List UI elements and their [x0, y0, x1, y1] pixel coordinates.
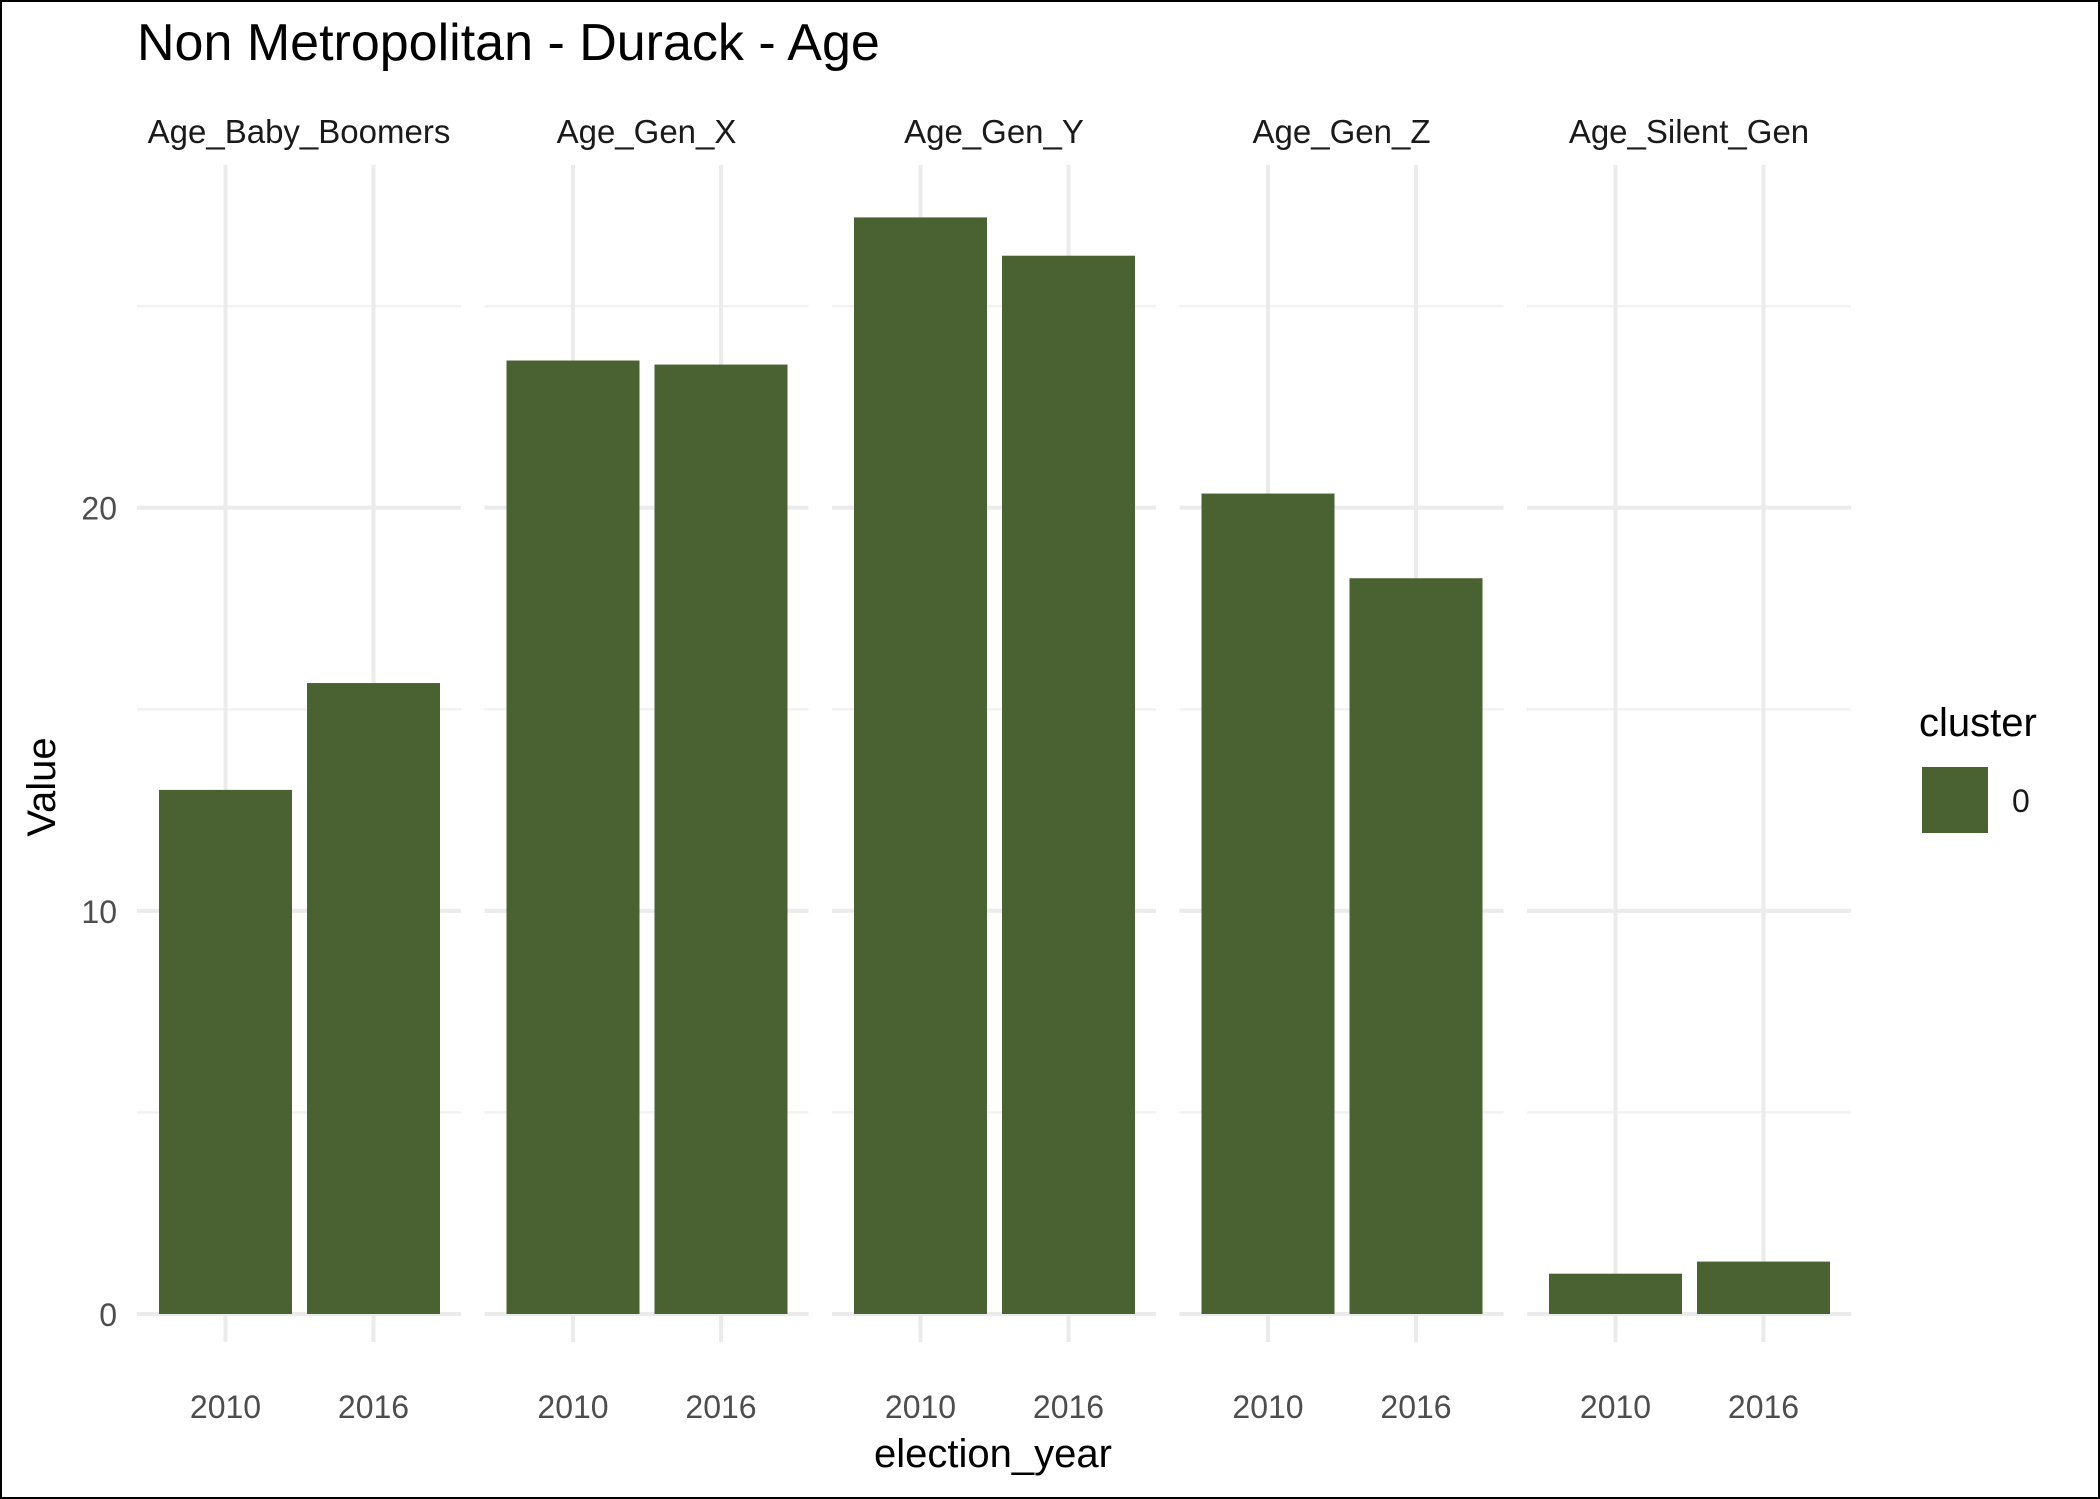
facet-strip-label: Age_Gen_X	[557, 113, 737, 150]
x-axis-title: election_year	[874, 1432, 1112, 1476]
x-tick-label: 2010	[537, 1389, 608, 1425]
y-axis: 0 10 20	[81, 491, 117, 1333]
bar-2016	[1697, 1261, 1830, 1314]
bar-2016	[1002, 255, 1135, 1314]
bar-2010	[854, 217, 987, 1314]
legend-title: cluster	[1919, 701, 2037, 745]
bar-2010	[506, 360, 640, 1314]
bar-2016	[307, 683, 440, 1314]
facet-strip-label: Age_Baby_Boomers	[148, 113, 451, 150]
x-tick-label: 2016	[1380, 1389, 1451, 1425]
x-tick-label: 2010	[885, 1389, 956, 1425]
x-tick-label: 2010	[1580, 1389, 1651, 1425]
facet-panel: 2010 2016 Age_Baby_Boomers	[137, 113, 461, 1425]
bar-2016	[1349, 578, 1483, 1314]
x-tick-label: 2016	[685, 1389, 756, 1425]
chart-title: Non Metropolitan - Durack - Age	[137, 14, 880, 72]
facet-panel: 2010 2016 Age_Gen_Y	[832, 113, 1156, 1425]
facet-strip-label: Age_Gen_Y	[904, 113, 1084, 150]
bar-2016	[654, 364, 788, 1314]
y-tick-label: 10	[81, 894, 117, 930]
y-tick-label: 20	[81, 491, 117, 527]
y-tick-label: 0	[99, 1297, 117, 1333]
x-tick-label: 2010	[1232, 1389, 1303, 1425]
bar-2010	[1201, 493, 1335, 1314]
bar-2010	[159, 789, 292, 1314]
legend-key-swatch	[1922, 767, 1988, 833]
y-axis-title: Value	[20, 737, 64, 836]
facet-panels: 2010 2016 Age_Baby_Boomers 2010 2016 Age_Gen_…	[137, 113, 1851, 1425]
facet-panel: 2010 2016 Age_Gen_X	[484, 113, 809, 1425]
x-tick-label: 2016	[1033, 1389, 1104, 1425]
legend: cluster 0	[1919, 701, 2037, 833]
facet-panel: 2010 2016 Age_Gen_Z	[1179, 113, 1504, 1425]
x-tick-label: 2016	[338, 1389, 409, 1425]
x-tick-label: 2016	[1728, 1389, 1799, 1425]
facet-strip-label: Age_Gen_Z	[1253, 113, 1431, 150]
bar-2010	[1549, 1273, 1682, 1314]
x-tick-label: 2010	[190, 1389, 261, 1425]
facet-strip-label: Age_Silent_Gen	[1569, 113, 1809, 150]
facet-panel: 2010 2016 Age_Silent_Gen	[1527, 113, 1851, 1425]
legend-label: 0	[2012, 783, 2030, 819]
